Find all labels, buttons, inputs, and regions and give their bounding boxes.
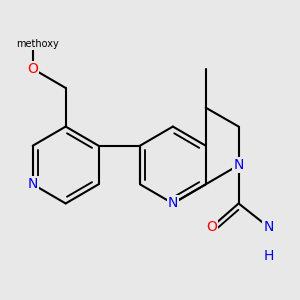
Text: N: N [28,177,38,191]
Text: methoxy: methoxy [16,39,59,49]
Text: N: N [263,220,274,234]
Text: H: H [263,249,274,263]
Text: O: O [206,220,217,234]
Text: N: N [233,158,244,172]
Text: N: N [168,196,178,211]
Text: O: O [27,62,38,76]
